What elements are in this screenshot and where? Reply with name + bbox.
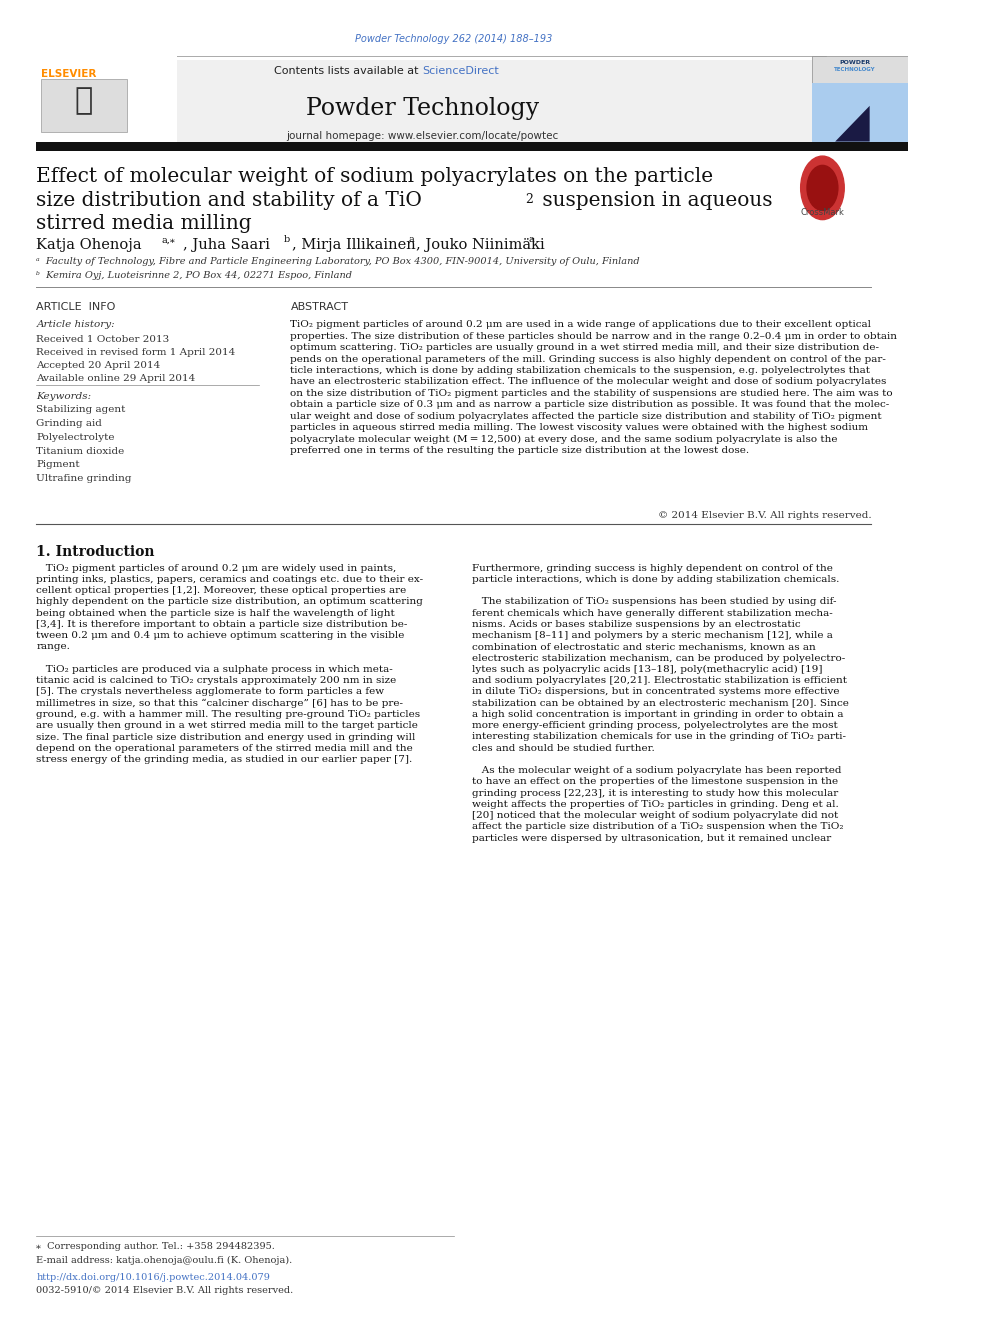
FancyBboxPatch shape xyxy=(37,142,908,151)
Text: Keywords:: Keywords: xyxy=(37,392,91,401)
Text: Katja Ohenoja: Katja Ohenoja xyxy=(37,238,142,253)
Text: ELSEVIER: ELSEVIER xyxy=(41,69,96,79)
Text: Furthermore, grinding success is highly dependent on control of the
particle int: Furthermore, grinding success is highly … xyxy=(472,564,849,843)
Text: ᵃ  Faculty of Technology, Fibre and Particle Engineering Laboratory, PO Box 4300: ᵃ Faculty of Technology, Fibre and Parti… xyxy=(37,257,640,266)
Text: Stabilizing agent: Stabilizing agent xyxy=(37,405,126,414)
Text: Received 1 October 2013: Received 1 October 2013 xyxy=(37,335,170,344)
Text: TECHNOLOGY: TECHNOLOGY xyxy=(834,67,876,73)
Text: Effect of molecular weight of sodium polyacrylates on the particle: Effect of molecular weight of sodium pol… xyxy=(37,167,713,185)
Text: Powder Technology 262 (2014) 188–193: Powder Technology 262 (2014) 188–193 xyxy=(355,34,553,45)
FancyBboxPatch shape xyxy=(812,83,908,142)
Text: Grinding aid: Grinding aid xyxy=(37,418,102,427)
Text: , Jouko Niinimäki: , Jouko Niinimäki xyxy=(416,238,545,253)
Text: Contents lists available at: Contents lists available at xyxy=(274,66,423,77)
Text: 0032-5910/© 2014 Elsevier B.V. All rights reserved.: 0032-5910/© 2014 Elsevier B.V. All right… xyxy=(37,1286,294,1295)
Polygon shape xyxy=(835,106,870,142)
Text: ABSTRACT: ABSTRACT xyxy=(291,302,348,312)
FancyBboxPatch shape xyxy=(812,56,908,142)
Text: b: b xyxy=(284,235,291,245)
Text: , Juha Saari: , Juha Saari xyxy=(184,238,271,253)
Text: Polyelectrolyte: Polyelectrolyte xyxy=(37,433,115,442)
Text: CrossMark: CrossMark xyxy=(801,208,844,217)
Text: Titanium dioxide: Titanium dioxide xyxy=(37,446,125,455)
Text: ᵇ  Kemira Oyj, Luoteisrinne 2, PO Box 44, 02271 Espoo, Finland: ᵇ Kemira Oyj, Luoteisrinne 2, PO Box 44,… xyxy=(37,271,352,280)
Circle shape xyxy=(807,165,838,210)
Text: Received in revised form 1 April 2014: Received in revised form 1 April 2014 xyxy=(37,348,235,357)
Text: 1. Introduction: 1. Introduction xyxy=(37,545,155,560)
Text: a: a xyxy=(409,235,415,245)
Text: Powder Technology: Powder Technology xyxy=(306,97,539,119)
FancyBboxPatch shape xyxy=(37,56,177,142)
Text: suspension in aqueous: suspension in aqueous xyxy=(536,191,772,209)
Text: 🌲: 🌲 xyxy=(74,86,92,115)
Text: Pigment: Pigment xyxy=(37,460,80,470)
Text: POWDER: POWDER xyxy=(839,60,871,65)
Text: Article history:: Article history: xyxy=(37,320,115,329)
Text: © 2014 Elsevier B.V. All rights reserved.: © 2014 Elsevier B.V. All rights reserved… xyxy=(658,511,872,520)
Text: journal homepage: www.elsevier.com/locate/powtec: journal homepage: www.elsevier.com/locat… xyxy=(286,131,558,142)
Text: 2: 2 xyxy=(525,193,533,206)
FancyBboxPatch shape xyxy=(37,60,812,142)
Text: TiO₂ pigment particles of around 0.2 μm are used in a wide range of applications: TiO₂ pigment particles of around 0.2 μm … xyxy=(291,320,898,455)
Text: size distribution and stability of a TiO: size distribution and stability of a TiO xyxy=(37,191,423,209)
Text: a: a xyxy=(529,235,534,245)
Text: TiO₂ pigment particles of around 0.2 μm are widely used in paints,
printing inks: TiO₂ pigment particles of around 0.2 μm … xyxy=(37,564,424,765)
Text: http://dx.doi.org/10.1016/j.powtec.2014.04.079: http://dx.doi.org/10.1016/j.powtec.2014.… xyxy=(37,1273,270,1282)
Text: ⁎  Corresponding author. Tel.: +358 294482395.: ⁎ Corresponding author. Tel.: +358 29448… xyxy=(37,1242,275,1252)
Text: , Mirja Illikainen: , Mirja Illikainen xyxy=(293,238,416,253)
Text: E-mail address: katja.ohenoja@oulu.fi (K. Ohenoja).: E-mail address: katja.ohenoja@oulu.fi (K… xyxy=(37,1256,293,1265)
FancyBboxPatch shape xyxy=(41,79,127,132)
Text: a,⁎: a,⁎ xyxy=(162,235,176,245)
Text: Available online 29 April 2014: Available online 29 April 2014 xyxy=(37,374,195,384)
Text: Accepted 20 April 2014: Accepted 20 April 2014 xyxy=(37,361,161,370)
Text: ARTICLE  INFO: ARTICLE INFO xyxy=(37,302,116,312)
Text: ScienceDirect: ScienceDirect xyxy=(423,66,499,77)
Text: Ultrafine grinding: Ultrafine grinding xyxy=(37,474,132,483)
Text: stirred media milling: stirred media milling xyxy=(37,214,252,233)
Circle shape xyxy=(801,156,844,220)
